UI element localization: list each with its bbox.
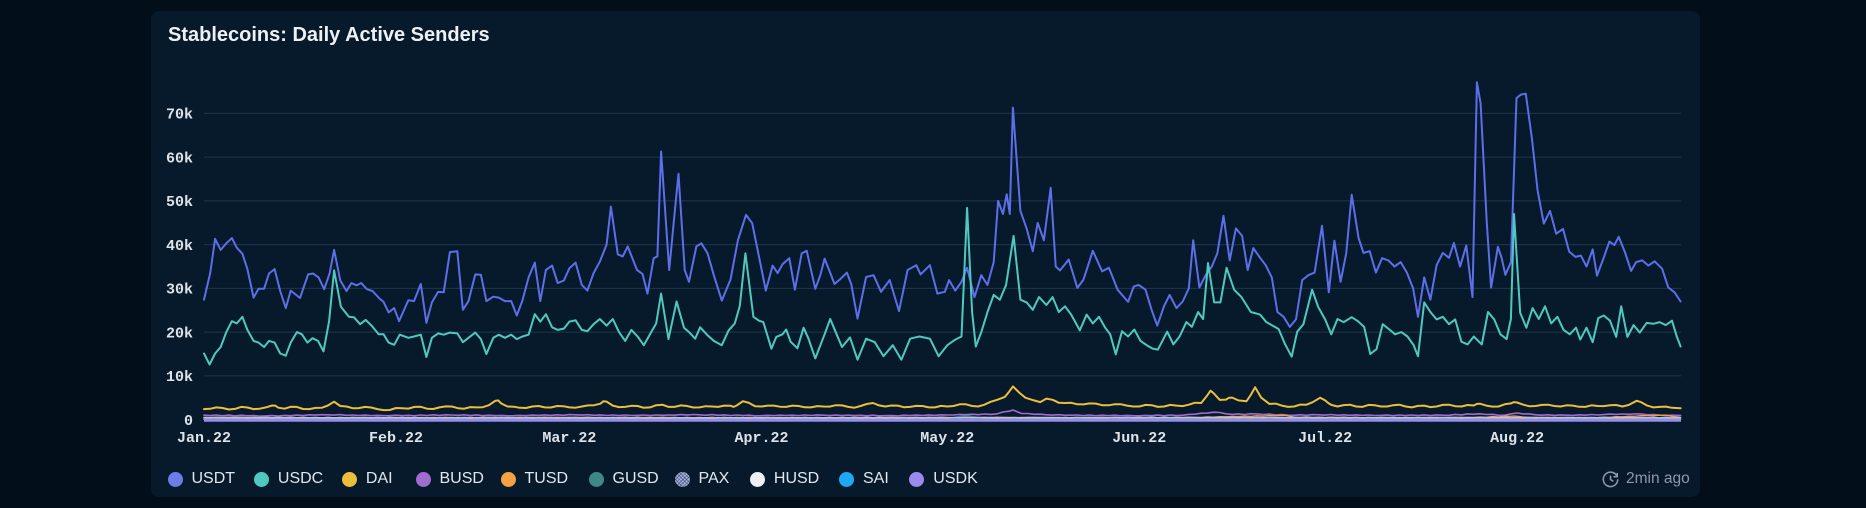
svg-text:Aug.22: Aug.22 (1490, 430, 1544, 447)
svg-text:50k: 50k (166, 194, 193, 211)
svg-text:0: 0 (184, 413, 193, 430)
svg-text:Jul.22: Jul.22 (1298, 430, 1352, 447)
svg-text:40k: 40k (166, 238, 193, 255)
svg-text:60k: 60k (166, 150, 193, 167)
svg-text:Mar.22: Mar.22 (542, 430, 596, 447)
svg-text:30k: 30k (166, 282, 193, 299)
svg-text:May.22: May.22 (920, 430, 974, 447)
svg-text:20k: 20k (166, 325, 193, 342)
svg-text:Apr.22: Apr.22 (734, 430, 788, 447)
svg-text:Jun.22: Jun.22 (1112, 430, 1166, 447)
svg-text:Jan.22: Jan.22 (177, 430, 231, 447)
svg-text:Feb.22: Feb.22 (369, 430, 423, 447)
svg-text:10k: 10k (166, 369, 193, 386)
svg-text:70k: 70k (166, 107, 193, 124)
